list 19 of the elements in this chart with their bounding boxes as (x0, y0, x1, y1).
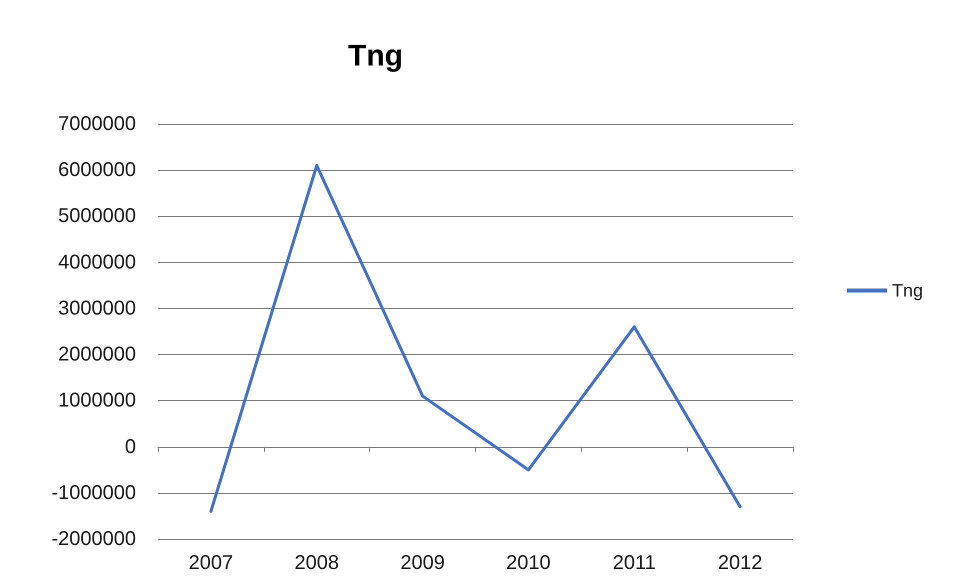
x-tick-label: 2011 (612, 552, 656, 574)
x-tick-label: 2008 (294, 552, 339, 574)
x-tick-label: 2007 (188, 552, 234, 574)
y-tick-label: 1000000 (58, 390, 136, 412)
y-tick-label: 0 (124, 436, 136, 458)
x-tick-label: 2012 (718, 552, 762, 574)
y-tick-label: 5000000 (58, 205, 136, 228)
chart-title: Tng (348, 40, 403, 72)
y-tick-label: 6000000 (58, 159, 136, 182)
y-tick-label: 4000000 (58, 251, 136, 274)
line-series (209, 164, 742, 513)
legend-label: Tng (892, 280, 924, 300)
x-tick-label: 2009 (400, 552, 445, 574)
y-tick-label: -1000000 (51, 482, 136, 504)
y-tick-label: -2000000 (51, 528, 136, 550)
x-tick-label: 2010 (506, 552, 551, 574)
y-tick-label: 2000000 (58, 344, 136, 366)
y-tick-label: 3000000 (58, 297, 136, 320)
y-tick-label: 7000000 (58, 113, 136, 135)
